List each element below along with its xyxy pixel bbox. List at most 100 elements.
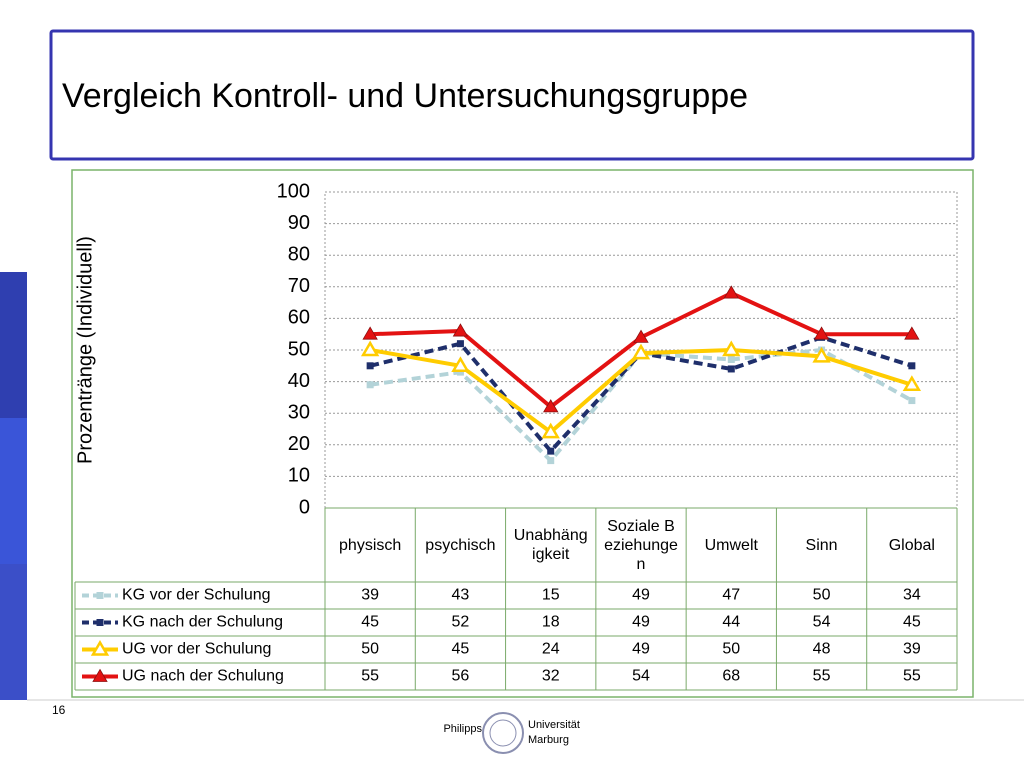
table-value: 52 bbox=[452, 614, 470, 631]
category-cell: physisch bbox=[339, 536, 402, 554]
table-value: 44 bbox=[722, 614, 740, 631]
marker bbox=[96, 592, 104, 599]
marker bbox=[90, 640, 110, 656]
marker bbox=[904, 326, 920, 340]
logo-text: Universität bbox=[528, 719, 580, 731]
table-value: 50 bbox=[722, 641, 740, 658]
logo-seal bbox=[482, 712, 524, 754]
marker bbox=[722, 340, 741, 357]
category-cell: Sinn bbox=[805, 536, 838, 554]
table-value: 39 bbox=[903, 641, 921, 658]
y-tick-label: 90 bbox=[288, 212, 310, 234]
table-value: 47 bbox=[722, 587, 740, 604]
table-value: 15 bbox=[542, 587, 560, 604]
marker bbox=[366, 362, 374, 370]
slide-title: Vergleich Kontroll- und Untersuchungsgru… bbox=[62, 77, 748, 115]
table-value: 49 bbox=[632, 587, 650, 604]
logo-text: Marburg bbox=[528, 734, 569, 746]
table-value: 55 bbox=[361, 668, 379, 685]
category-cell: Umwelt bbox=[704, 536, 758, 554]
marker bbox=[547, 447, 555, 455]
y-tick-label: 100 bbox=[277, 180, 310, 202]
marker bbox=[456, 368, 464, 376]
table-value: 45 bbox=[452, 641, 470, 658]
marker bbox=[723, 285, 739, 299]
marker bbox=[727, 355, 735, 363]
table-value: 39 bbox=[361, 587, 379, 604]
x-tick-label: psychisch bbox=[425, 536, 496, 554]
table-value: 56 bbox=[452, 668, 470, 685]
category-cell: Global bbox=[888, 536, 935, 554]
marker bbox=[812, 346, 831, 363]
logo-seal bbox=[489, 719, 517, 747]
y-tick-label: 50 bbox=[288, 338, 310, 360]
logo-text: Philipps bbox=[443, 723, 482, 735]
y-tick-label: 10 bbox=[288, 465, 310, 487]
x-tick-label: Global bbox=[888, 536, 935, 554]
y-tick-label: 40 bbox=[288, 370, 310, 392]
table-value: 55 bbox=[813, 668, 831, 685]
x-tick-label: Unabhängigkeit bbox=[513, 527, 588, 563]
marker bbox=[633, 329, 649, 343]
legend-label: KG vor der Schulung bbox=[122, 587, 271, 604]
category-cell: Soziale Beziehungen bbox=[604, 517, 678, 573]
table-value: 34 bbox=[903, 587, 921, 604]
table-value: 45 bbox=[361, 614, 379, 631]
marker bbox=[96, 619, 104, 626]
marker bbox=[547, 457, 555, 465]
table-value: 50 bbox=[813, 587, 831, 604]
table-value: 43 bbox=[452, 587, 470, 604]
marker bbox=[908, 397, 916, 405]
marker bbox=[813, 326, 830, 340]
table-value: 55 bbox=[903, 668, 921, 685]
table-value: 48 bbox=[813, 641, 831, 658]
side-bar bbox=[0, 418, 27, 564]
table-value: 24 bbox=[542, 641, 560, 658]
marker bbox=[92, 668, 108, 682]
legend-label: UG nach der Schulung bbox=[122, 668, 284, 685]
y-axis-label: Prozentränge (Individuell) bbox=[74, 236, 96, 464]
table-value: 49 bbox=[632, 641, 650, 658]
marker bbox=[451, 356, 470, 373]
marker bbox=[366, 381, 374, 389]
legend-label: UG vor der Schulung bbox=[122, 641, 271, 658]
side-bar bbox=[0, 564, 27, 700]
marker bbox=[727, 365, 735, 373]
table-value: 32 bbox=[542, 668, 560, 685]
x-tick-label: physisch bbox=[339, 536, 402, 554]
table-value: 54 bbox=[632, 668, 650, 685]
table-value: 50 bbox=[361, 641, 379, 658]
category-cell: Unabhängigkeit bbox=[513, 527, 588, 563]
y-tick-label: 60 bbox=[288, 307, 310, 329]
y-tick-label: 30 bbox=[288, 401, 310, 423]
marker bbox=[541, 422, 560, 439]
marker bbox=[631, 343, 651, 360]
marker bbox=[456, 340, 464, 348]
page-number: 16 bbox=[52, 703, 66, 717]
table-value: 68 bbox=[722, 668, 740, 685]
y-tick-label: 80 bbox=[288, 243, 310, 265]
table-value: 18 bbox=[542, 614, 560, 631]
table-value: 54 bbox=[813, 614, 831, 631]
legend-label: KG nach der Schulung bbox=[122, 614, 283, 631]
marker bbox=[902, 375, 922, 392]
marker bbox=[362, 326, 378, 340]
x-tick-label: Umwelt bbox=[704, 536, 758, 554]
chart-box bbox=[71, 169, 974, 698]
series-line bbox=[369, 348, 913, 463]
x-tick-label: Sinn bbox=[805, 536, 838, 554]
table-value: 49 bbox=[632, 614, 650, 631]
table-value: 45 bbox=[903, 614, 921, 631]
marker bbox=[908, 362, 916, 370]
x-tick-label: Soziale Beziehungen bbox=[604, 517, 678, 573]
y-tick-label: 70 bbox=[288, 275, 310, 297]
marker bbox=[543, 399, 559, 413]
y-tick-label: 0 bbox=[299, 496, 310, 518]
category-cell: psychisch bbox=[425, 536, 496, 554]
y-tick-label: 20 bbox=[288, 433, 310, 455]
side-bar bbox=[0, 272, 27, 418]
marker bbox=[452, 323, 469, 337]
title-box bbox=[49, 29, 975, 161]
marker bbox=[360, 340, 380, 357]
